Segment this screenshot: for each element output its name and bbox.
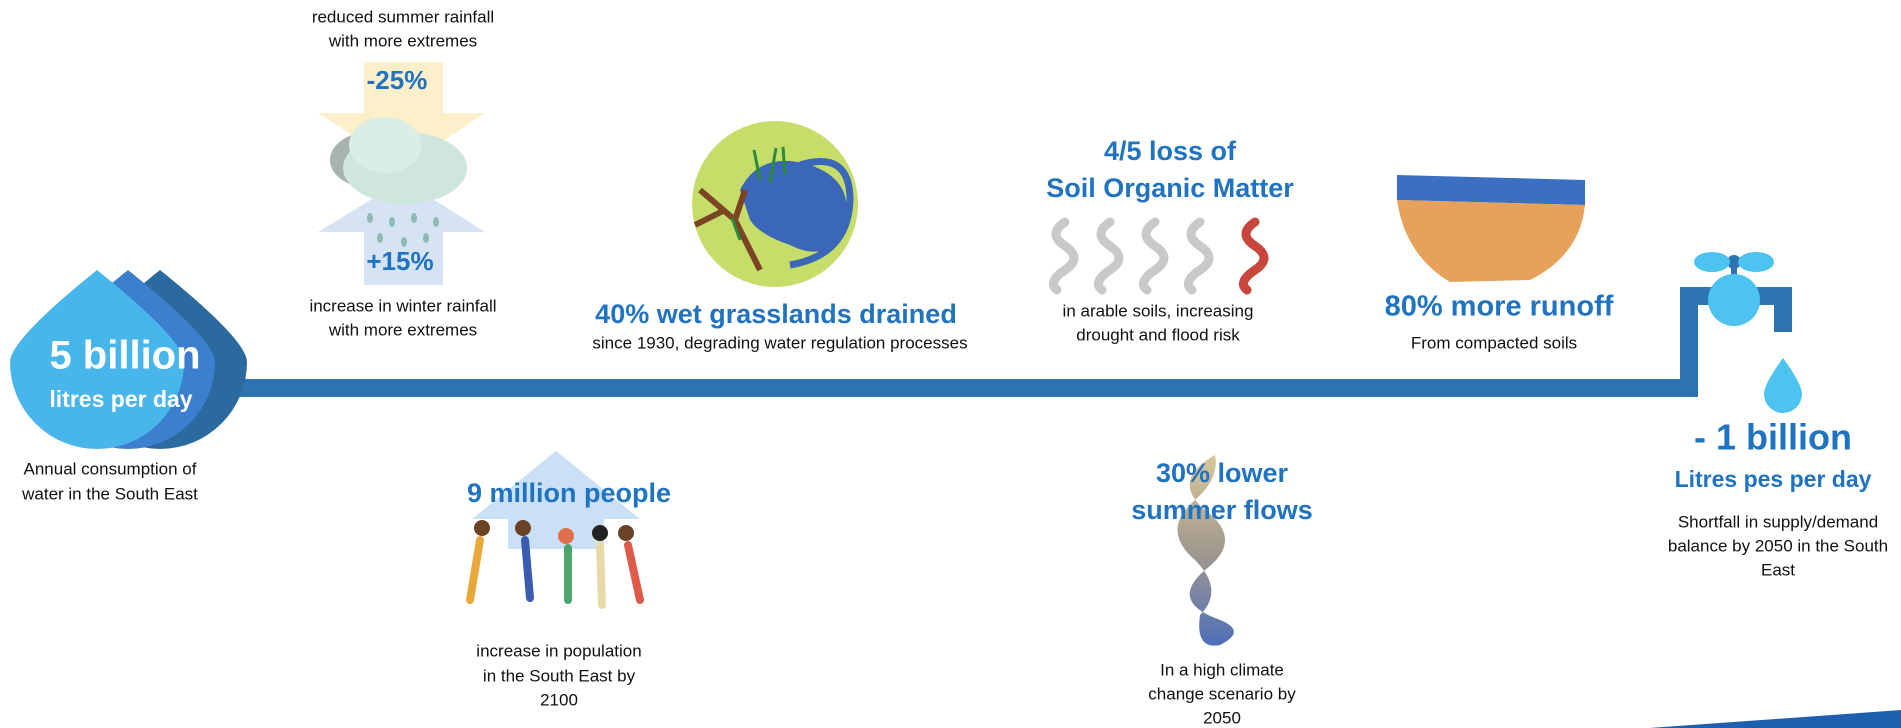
rainfall-caption: with more extremes bbox=[328, 320, 477, 339]
worms-icon bbox=[1048, 217, 1269, 295]
soil-caption: drought and flood risk bbox=[1076, 325, 1240, 344]
flows-caption: 2050 bbox=[1203, 708, 1241, 727]
grasslands-caption: since 1930, degrading water regulation p… bbox=[592, 333, 967, 352]
start-caption: water in the South East bbox=[21, 484, 198, 503]
river-icon bbox=[1177, 455, 1234, 646]
soil-bowl-icon bbox=[1397, 175, 1585, 282]
population-caption: increase in population bbox=[476, 641, 641, 660]
population-caption: in the South East by bbox=[483, 666, 636, 685]
rainfall-caption: with more extremes bbox=[328, 31, 477, 50]
pipe bbox=[210, 252, 1802, 413]
rainfall-arrows bbox=[318, 62, 485, 285]
soil-caption: in arable soils, increasing bbox=[1063, 301, 1254, 320]
rainfall-caption: increase in winter rainfall bbox=[309, 296, 496, 315]
soil-headline: 4/5 loss of bbox=[1104, 136, 1237, 166]
summer-change: -25% bbox=[367, 65, 428, 95]
wetland-icon bbox=[692, 121, 858, 287]
grasslands-headline: 40% wet grasslands drained bbox=[595, 299, 957, 329]
flows-headline: 30% lower bbox=[1156, 458, 1289, 488]
water-drops bbox=[10, 270, 247, 449]
winter-change: +15% bbox=[366, 246, 433, 276]
runoff-caption: From compacted soils bbox=[1411, 333, 1577, 352]
start-unit: litres per day bbox=[49, 386, 192, 412]
end-caption: East bbox=[1761, 560, 1795, 579]
flows-headline: summer flows bbox=[1131, 495, 1313, 525]
start-value: 5 billion bbox=[49, 334, 200, 378]
start-caption: Annual consumption of bbox=[24, 459, 197, 478]
end-caption: Shortfall in supply/demand bbox=[1678, 512, 1878, 531]
corner-accent bbox=[1650, 710, 1901, 728]
end-caption: balance by 2050 in the South bbox=[1668, 536, 1888, 555]
flows-caption: change scenario by bbox=[1148, 684, 1296, 703]
soil-headline: Soil Organic Matter bbox=[1046, 173, 1294, 203]
flows-caption: In a high climate bbox=[1160, 660, 1284, 679]
rainfall-caption: reduced summer rainfall bbox=[312, 7, 494, 26]
end-unit: Litres pes per day bbox=[1675, 466, 1872, 492]
runoff-headline: 80% more runoff bbox=[1385, 291, 1614, 323]
population-caption: 2100 bbox=[540, 690, 578, 709]
people-icon bbox=[466, 451, 644, 609]
end-value: - 1 billion bbox=[1694, 417, 1852, 458]
population-headline: 9 million people bbox=[467, 478, 671, 508]
